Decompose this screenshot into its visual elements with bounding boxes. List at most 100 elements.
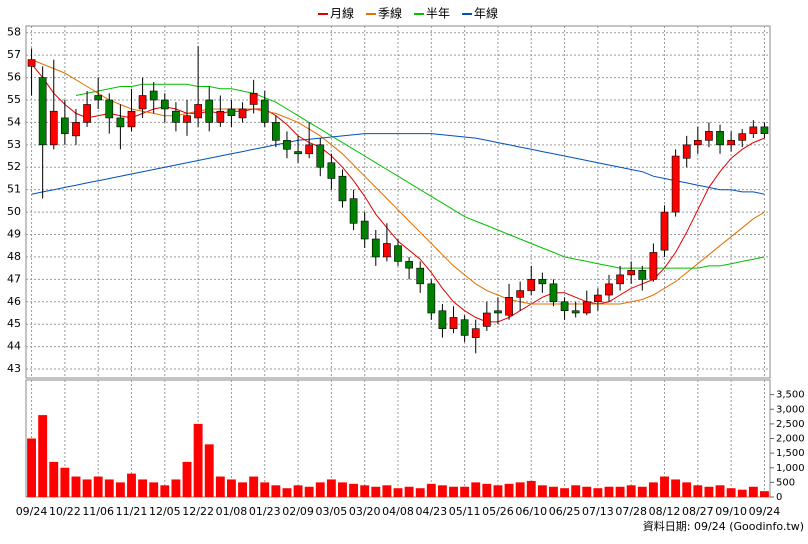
volume-bar bbox=[338, 482, 347, 497]
candle-body bbox=[249, 92, 258, 105]
y-tick-label: 58 bbox=[7, 26, 21, 39]
candle-body bbox=[494, 310, 502, 314]
y-tick-label: 53 bbox=[7, 138, 21, 151]
y2-tick-label: 500 bbox=[776, 477, 795, 488]
candle-body bbox=[560, 301, 569, 312]
candle-body bbox=[149, 90, 158, 101]
x-tick-label: 09/10 bbox=[715, 505, 747, 518]
x-tick-label: 06/10 bbox=[515, 505, 547, 518]
x-tick-label: 03/05 bbox=[316, 505, 348, 518]
volume-bar bbox=[604, 486, 614, 497]
candle-body bbox=[705, 131, 713, 141]
candle-body bbox=[316, 144, 325, 168]
candle-body bbox=[294, 151, 302, 155]
volume-bar bbox=[393, 488, 403, 497]
y-tick-label: 52 bbox=[7, 160, 21, 173]
x-tick-label: 07/28 bbox=[615, 505, 647, 518]
volume-bar bbox=[226, 479, 236, 497]
candle-body bbox=[227, 108, 236, 116]
x-tick-label: 09/24 bbox=[16, 505, 48, 518]
volume-bar bbox=[593, 488, 603, 497]
volume-bar bbox=[537, 485, 547, 497]
y2-tick-label: 2,500 bbox=[776, 419, 805, 430]
candle-body bbox=[482, 312, 491, 327]
y-tick-label: 55 bbox=[7, 93, 21, 106]
volume-bar bbox=[615, 486, 625, 497]
volume-bar bbox=[504, 483, 514, 497]
volume-bar bbox=[382, 485, 392, 497]
candle-body bbox=[516, 290, 525, 298]
volume-bar bbox=[182, 461, 192, 497]
volume-bar bbox=[138, 479, 148, 497]
x-tick-label: 02/09 bbox=[282, 505, 314, 518]
candle-body bbox=[438, 310, 447, 329]
candle-body bbox=[283, 140, 291, 150]
candle-body bbox=[172, 110, 180, 123]
candle-body bbox=[216, 110, 225, 123]
candle-body bbox=[94, 95, 103, 101]
candle-body bbox=[660, 211, 669, 251]
volume-bar bbox=[471, 482, 481, 497]
volume-bar bbox=[349, 483, 359, 497]
candle-body bbox=[349, 198, 358, 224]
candle-body bbox=[693, 140, 702, 146]
volume-bar bbox=[104, 479, 114, 497]
candle-body bbox=[360, 220, 369, 240]
candle-body bbox=[760, 126, 769, 134]
candle-body bbox=[72, 122, 80, 137]
volume-bar bbox=[560, 488, 570, 497]
x-tick-label: 05/11 bbox=[449, 505, 481, 518]
y-tick-label: 44 bbox=[7, 340, 21, 353]
volume-bar bbox=[693, 485, 703, 497]
candle-body bbox=[594, 294, 602, 303]
candle-body bbox=[205, 99, 214, 123]
volume-bar bbox=[282, 488, 292, 497]
footer: 資料日期: 09/24 (Goodinfo.tw) bbox=[643, 519, 804, 533]
candle-body bbox=[338, 175, 347, 202]
y2-tick-label: 1,500 bbox=[776, 448, 805, 459]
volume-bar bbox=[115, 482, 125, 497]
candle-body bbox=[638, 270, 647, 280]
volume-bar bbox=[371, 486, 381, 497]
y-tick-label: 45 bbox=[7, 317, 21, 330]
volume-bar bbox=[171, 479, 181, 497]
volume-bar bbox=[204, 444, 214, 497]
volume-bar bbox=[660, 476, 669, 497]
volume-bar bbox=[704, 486, 714, 497]
x-tick-label: 09/24 bbox=[749, 505, 781, 518]
x-tick-label: 04/08 bbox=[382, 505, 414, 518]
legend-label: 季線 bbox=[378, 6, 402, 21]
candle-body bbox=[49, 110, 58, 146]
x-tick-label: 12/05 bbox=[149, 505, 181, 518]
candle-body bbox=[627, 270, 636, 276]
y-tick-label: 56 bbox=[7, 71, 21, 84]
volume-bar bbox=[549, 486, 558, 497]
y-tick-label: 57 bbox=[7, 48, 21, 61]
y-tick-label: 43 bbox=[7, 362, 21, 375]
candle-body bbox=[571, 310, 580, 314]
volume-bar bbox=[526, 480, 536, 497]
y2-tick-label: 0 bbox=[776, 492, 782, 503]
volume-bar bbox=[760, 491, 769, 497]
volume-bar bbox=[415, 488, 425, 497]
volume-bar bbox=[626, 485, 636, 497]
volume-bar bbox=[71, 476, 81, 497]
volume-bar bbox=[27, 438, 36, 497]
candle-body bbox=[183, 115, 191, 123]
volume-bar bbox=[293, 485, 303, 497]
volume-bar bbox=[637, 486, 647, 497]
candle-body bbox=[371, 238, 380, 258]
volume-bar bbox=[571, 485, 581, 497]
volume-bar bbox=[360, 485, 370, 497]
volume-bar bbox=[49, 461, 59, 497]
candle-body bbox=[271, 122, 280, 141]
candle-body bbox=[671, 155, 680, 213]
volume-bar bbox=[648, 482, 658, 497]
volume-bar bbox=[437, 485, 447, 497]
candle-body bbox=[138, 95, 147, 110]
legend-label: 年線 bbox=[474, 6, 498, 21]
volume-bar bbox=[38, 415, 48, 497]
candle-body bbox=[305, 144, 314, 155]
candle-body bbox=[327, 162, 336, 179]
candle-body bbox=[682, 144, 691, 159]
